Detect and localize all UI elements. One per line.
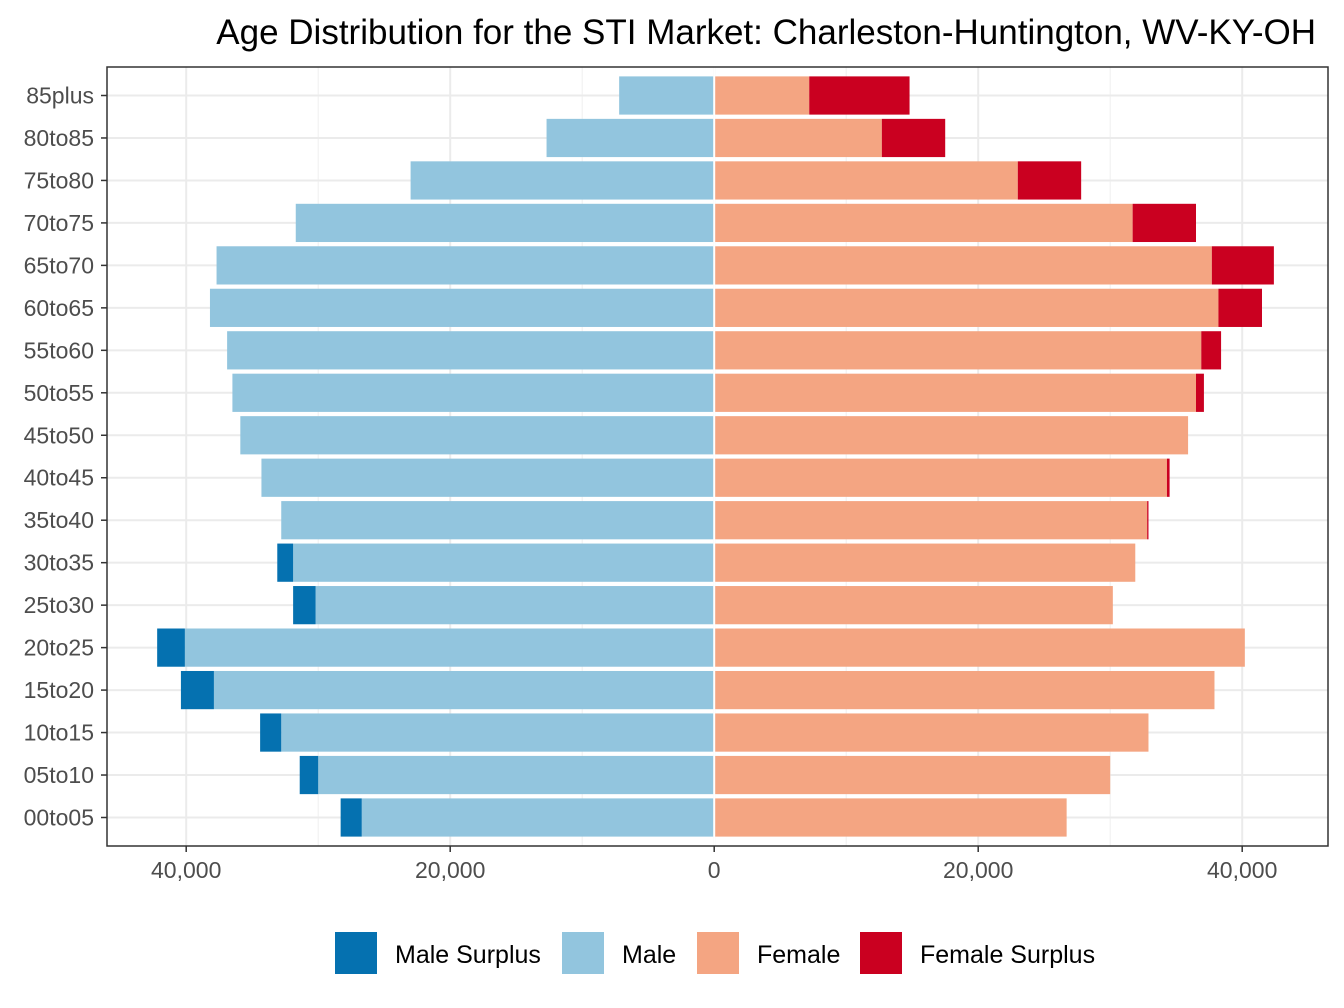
bar-male-surplus-25to30 — [293, 586, 316, 625]
bar-male-30to35 — [293, 543, 715, 582]
x-tick-label: 20,000 — [943, 857, 1013, 883]
bar-male-surplus-05to10 — [299, 755, 319, 795]
bar-male-45to50 — [240, 416, 715, 455]
bar-male-75to80 — [410, 161, 715, 200]
bar-female-70to75 — [714, 203, 1133, 243]
legend-key-female — [697, 932, 739, 974]
y-tick-label: 80to85 — [24, 125, 94, 151]
y-tick-label: 40to45 — [24, 465, 94, 491]
bar-female-35to40 — [714, 501, 1148, 540]
chart-title: Age Distribution for the STI Market: Cha… — [216, 13, 1316, 52]
y-tick-label: 70to75 — [24, 210, 94, 236]
y-tick-label: 65to70 — [24, 252, 94, 278]
bar-male-70to75 — [295, 203, 715, 243]
legend-label-female: Female — [757, 941, 840, 969]
legend-key-male-surplus — [335, 932, 377, 974]
bar-female-surplus-35to40 — [1147, 501, 1149, 540]
bar-female-85plus — [714, 76, 810, 115]
y-tick-label: 85plus — [26, 83, 94, 109]
y-tick-label: 75to80 — [24, 167, 94, 193]
bar-female-20to25 — [714, 628, 1245, 667]
bar-male-surplus-20to25 — [157, 628, 185, 667]
legend-label-male: Male — [622, 941, 676, 969]
bar-female-55to60 — [714, 331, 1202, 370]
bar-female-surplus-85plus — [809, 76, 910, 115]
legend-key-male — [562, 932, 604, 974]
y-tick-label: 25to30 — [24, 592, 94, 618]
bar-female-40to45 — [714, 458, 1167, 497]
bar-male-65to70 — [216, 246, 715, 285]
plot-border — [106, 66, 1329, 847]
bar-male-00to05 — [361, 798, 715, 837]
x-tick-label: 0 — [708, 857, 721, 883]
bar-male-80to85 — [546, 118, 715, 158]
bar-female-surplus-40to45 — [1166, 458, 1170, 497]
bar-female-75to80 — [714, 161, 1018, 200]
bar-male-40to45 — [261, 458, 715, 497]
bar-male-surplus-10to15 — [260, 713, 282, 752]
bar-male-55to60 — [227, 331, 715, 370]
bar-female-surplus-80to85 — [881, 118, 946, 158]
bar-female-05to10 — [714, 755, 1111, 795]
bar-male-85plus — [619, 76, 715, 115]
y-tick-label: 45to50 — [24, 422, 94, 448]
bar-female-30to35 — [714, 543, 1136, 582]
y-tick-label: 50to55 — [24, 380, 94, 406]
legend: Male Surplus Male Female Female Surplus — [335, 932, 1095, 974]
y-tick-label: 10to15 — [24, 720, 94, 746]
bar-female-25to30 — [714, 586, 1113, 625]
bar-male-10to15 — [281, 713, 715, 752]
y-tick-label: 05to10 — [24, 762, 94, 788]
y-tick-label: 20to25 — [24, 635, 94, 661]
plot-area: 00to05 05to10 10to15 15to20 20to25 25to30 30to… — [24, 66, 1329, 883]
bar-female-80to85 — [714, 118, 882, 158]
bar-female-15to20 — [714, 670, 1215, 710]
legend-label-female-surplus: Female Surplus — [920, 941, 1095, 969]
bar-female-surplus-70to75 — [1132, 203, 1196, 243]
bar-male-surplus-15to20 — [180, 670, 214, 710]
y-tick-label: 35to40 — [24, 507, 94, 533]
x-tick-label: 20,000 — [415, 857, 485, 883]
bar-female-surplus-50to55 — [1196, 373, 1204, 412]
bar-female-surplus-75to80 — [1017, 161, 1082, 200]
bar-male-20to25 — [184, 628, 715, 667]
y-tick-label: 00to05 — [24, 805, 94, 831]
y-tick-label: 55to60 — [24, 337, 94, 363]
bar-male-15to20 — [213, 670, 715, 710]
bar-male-surplus-30to35 — [277, 543, 294, 582]
bar-female-45to50 — [714, 416, 1189, 455]
bar-female-surplus-60to65 — [1218, 288, 1262, 327]
y-tick-label: 15to20 — [24, 677, 94, 703]
bar-male-25to30 — [315, 586, 715, 625]
y-tick-label: 30to35 — [24, 550, 94, 576]
bar-female-surplus-55to60 — [1201, 331, 1222, 370]
bar-female-10to15 — [714, 713, 1149, 752]
bar-female-65to70 — [714, 246, 1212, 285]
legend-label-male-surplus: Male Surplus — [395, 941, 541, 969]
bar-female-60to65 — [714, 288, 1219, 327]
bar-male-surplus-00to05 — [340, 798, 362, 837]
bar-male-60to65 — [209, 288, 715, 327]
y-tick-label: 60to65 — [24, 295, 94, 321]
x-tick-label: 40,000 — [1207, 857, 1277, 883]
bar-female-00to05 — [714, 798, 1067, 837]
bar-female-50to55 — [714, 373, 1196, 412]
bar-male-50to55 — [232, 373, 715, 412]
bar-female-surplus-65to70 — [1211, 246, 1274, 285]
bar-male-35to40 — [281, 501, 715, 540]
bar-male-05to10 — [318, 755, 715, 795]
x-tick-label: 40,000 — [151, 857, 221, 883]
legend-key-female-surplus — [860, 932, 902, 974]
